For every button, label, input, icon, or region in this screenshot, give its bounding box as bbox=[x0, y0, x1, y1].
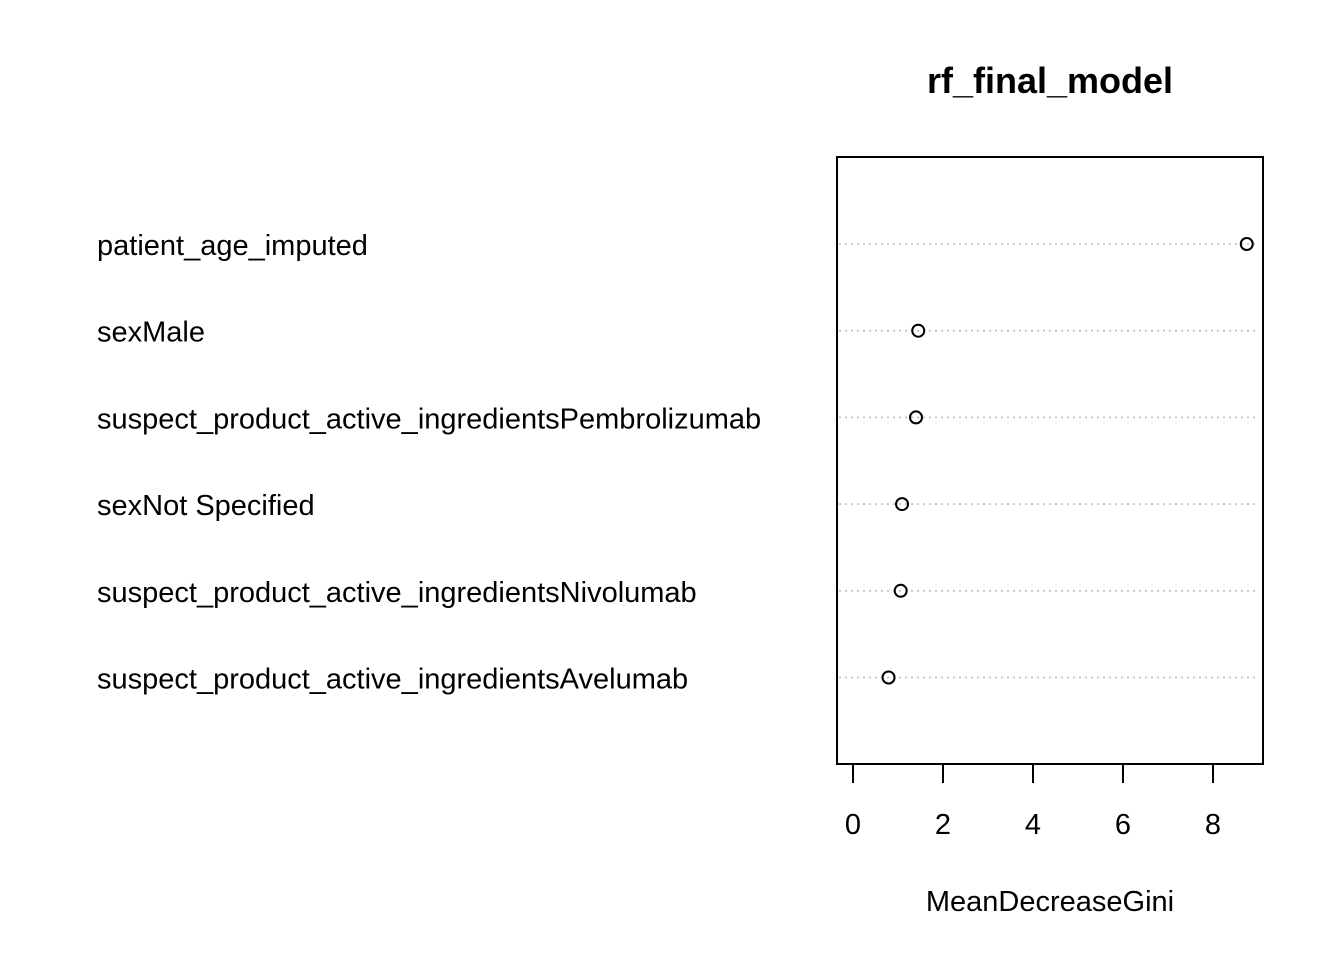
x-tick-label: 2 bbox=[935, 809, 951, 841]
variable-label: suspect_product_active_ingredientsAvelum… bbox=[97, 664, 688, 696]
x-tick-label: 0 bbox=[845, 809, 861, 841]
variable-label: patient_age_imputed bbox=[97, 230, 368, 262]
data-point bbox=[881, 670, 896, 685]
data-point bbox=[893, 583, 908, 598]
data-point bbox=[1239, 237, 1254, 251]
variable-label: sexMale bbox=[97, 317, 205, 349]
x-tick-label: 6 bbox=[1115, 809, 1131, 841]
guide-lines bbox=[839, 243, 1257, 679]
x-axis-title: MeanDecreaseGini bbox=[926, 886, 1174, 918]
x-tick-label: 4 bbox=[1025, 809, 1041, 841]
data-point bbox=[895, 497, 910, 512]
data-points bbox=[881, 237, 1254, 685]
x-tick-label: 8 bbox=[1205, 809, 1221, 841]
data-point bbox=[911, 323, 926, 338]
variable-label: suspect_product_active_ingredientsNivolu… bbox=[97, 577, 697, 609]
chart-title: rf_final_model bbox=[927, 60, 1173, 101]
variable-label: suspect_product_active_ingredientsPembro… bbox=[97, 403, 761, 435]
x-axis: 0 2 4 6 8 bbox=[845, 763, 1221, 841]
variable-labels: patient_age_imputed sexMale suspect_produc… bbox=[97, 230, 761, 696]
variable-label: sexNot Specified bbox=[97, 490, 315, 522]
plot-frame bbox=[836, 156, 1264, 765]
data-point bbox=[909, 410, 923, 425]
